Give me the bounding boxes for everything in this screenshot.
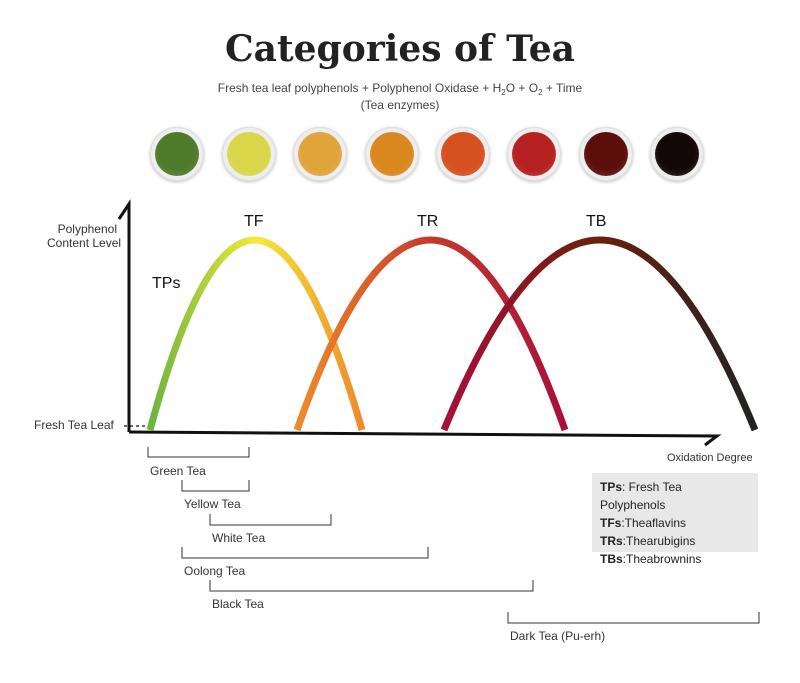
- tea-cup-1: [150, 127, 204, 181]
- range-white: [209, 514, 332, 526]
- range-label-yellow: Yellow Tea: [184, 497, 241, 511]
- range-label-white: White Tea: [212, 531, 266, 545]
- page-title: Categories of Tea: [225, 28, 575, 70]
- range-black: [209, 580, 534, 592]
- label-tr: TR: [417, 213, 439, 230]
- tea-cup-5: [436, 127, 490, 181]
- label-tf: TF: [244, 213, 264, 230]
- range-label-dark: Dark Tea (Pu-erh): [510, 629, 606, 643]
- tea-cup-6: [507, 127, 561, 181]
- legend-item-tps: TPs: Fresh Tea Polyphenols: [600, 480, 682, 512]
- range-oolong: [181, 547, 429, 559]
- curve-tf: [146, 236, 366, 431]
- curve-tr: [293, 236, 569, 432]
- tea-cup-4: [365, 127, 419, 181]
- tea-cup-2: [222, 127, 276, 181]
- range-brackets: [147, 447, 760, 624]
- tea-cup-3: [293, 127, 347, 181]
- formula: Fresh tea leaf polyphenols + Polyphenol …: [217, 81, 583, 97]
- range-label-oolong: Oolong Tea: [184, 564, 246, 578]
- label-tps: TPs: [152, 275, 181, 292]
- curve-tb: [440, 236, 759, 432]
- baseline-label: Fresh Tea Leaf: [34, 418, 114, 432]
- y-axis: [117, 199, 131, 432]
- range-yellow: [181, 480, 250, 492]
- legend-item-trs: TRs:Thearubigins: [600, 534, 696, 548]
- x-axis-label: Oxidation Degree: [667, 452, 753, 464]
- y-axis-label: Polyphenol Content Level: [47, 222, 122, 250]
- tea-cup-8: [650, 127, 704, 181]
- tea-cup-7: [579, 127, 633, 181]
- range-dark: [507, 612, 760, 624]
- legend: TPs: Fresh Tea Polyphenols TFs:Theaflavi…: [592, 473, 758, 566]
- range-green: [147, 447, 250, 458]
- x-axis: [128, 430, 722, 447]
- formula-note: (Tea enzymes): [360, 98, 440, 112]
- range-label-black: Black Tea: [212, 597, 264, 611]
- legend-item-tbs: TBs:Theabrownins: [600, 552, 702, 566]
- legend-item-tfs: TFs:Theaflavins: [600, 516, 687, 530]
- range-label-green: Green Tea: [150, 464, 206, 478]
- label-tb: TB: [586, 213, 607, 230]
